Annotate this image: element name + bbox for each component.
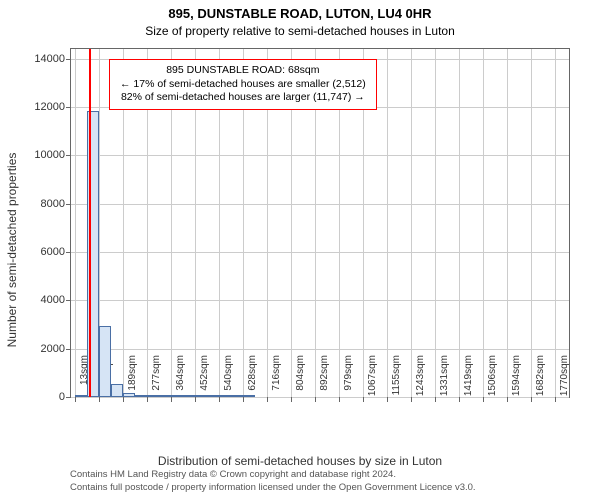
gridline-h [71, 204, 569, 205]
histogram-bar [195, 395, 207, 397]
ytick-mark [66, 107, 71, 108]
xtick-mark [291, 397, 292, 402]
xtick-mark [243, 397, 244, 402]
gridline-h [71, 155, 569, 156]
histogram-bar [123, 393, 135, 397]
ytick-label: 8000 [5, 198, 65, 210]
xtick-mark [507, 397, 508, 402]
gridline-v [387, 49, 388, 397]
histogram-bar [243, 395, 255, 397]
ytick-label: 4000 [5, 294, 65, 306]
histogram-bar [75, 395, 87, 397]
xtick-label: 277sqm [151, 355, 162, 405]
info-line-smaller: ← 17% of semi-detached houses are smalle… [120, 78, 366, 92]
xtick-mark [195, 397, 196, 402]
gridline-v [507, 49, 508, 397]
xtick-label: 1155sqm [391, 355, 402, 405]
histogram-bar [207, 395, 219, 397]
chart-container: 895, DUNSTABLE ROAD, LUTON, LU4 0HR Size… [0, 0, 600, 500]
ytick-label: 10000 [5, 149, 65, 161]
gridline-v [75, 49, 76, 397]
xtick-label: 452sqm [199, 355, 210, 405]
xtick-mark [171, 397, 172, 402]
xtick-label: 364sqm [175, 355, 186, 405]
xtick-mark [219, 397, 220, 402]
xtick-label: 892sqm [319, 355, 330, 405]
xtick-mark [267, 397, 268, 402]
xtick-label: 1506sqm [487, 355, 498, 405]
xtick-label: 1770sqm [559, 355, 570, 405]
xtick-label: 979sqm [343, 355, 354, 405]
xtick-label: 1594sqm [511, 355, 522, 405]
xtick-mark [315, 397, 316, 402]
xtick-mark [435, 397, 436, 402]
xtick-label: 716sqm [271, 355, 282, 405]
gridline-v [531, 49, 532, 397]
ytick-mark [66, 300, 71, 301]
xtick-mark [123, 397, 124, 402]
x-axis-label: Distribution of semi-detached houses by … [0, 454, 600, 468]
ytick-label: 0 [5, 391, 65, 403]
gridline-h [71, 349, 569, 350]
xtick-mark [147, 397, 148, 402]
xtick-mark [411, 397, 412, 402]
xtick-label: 628sqm [247, 355, 258, 405]
gridline-v [483, 49, 484, 397]
xtick-mark [363, 397, 364, 402]
histogram-bar [99, 326, 111, 397]
chart-title: 895, DUNSTABLE ROAD, LUTON, LU4 0HR [0, 0, 600, 22]
xtick-label: 1682sqm [535, 355, 546, 405]
ytick-mark [66, 397, 71, 398]
ytick-mark [66, 252, 71, 253]
info-line-subject: 895 DUNSTABLE ROAD: 68sqm [120, 64, 366, 78]
xtick-label: 1067sqm [367, 355, 378, 405]
xtick-mark [459, 397, 460, 402]
xtick-mark [483, 397, 484, 402]
footer-attribution: Contains HM Land Registry data © Crown c… [70, 469, 476, 494]
ytick-mark [66, 155, 71, 156]
ytick-label: 2000 [5, 343, 65, 355]
xtick-label: 1243sqm [415, 355, 426, 405]
subject-marker-line [89, 49, 91, 397]
gridline-v [411, 49, 412, 397]
ytick-label: 14000 [5, 53, 65, 65]
histogram-bar [159, 395, 171, 397]
info-line-larger: 82% of semi-detached houses are larger (… [120, 91, 366, 105]
histogram-bar [219, 395, 231, 397]
xtick-mark [99, 397, 100, 402]
footer-line2: Contains full postcode / property inform… [70, 482, 476, 494]
info-box: 895 DUNSTABLE ROAD: 68sqm← 17% of semi-d… [109, 59, 377, 110]
histogram-bar [147, 395, 159, 397]
xtick-mark [339, 397, 340, 402]
xtick-label: 1419sqm [463, 355, 474, 405]
xtick-label: 540sqm [223, 355, 234, 405]
xtick-label: 189sqm [127, 355, 138, 405]
xtick-mark [531, 397, 532, 402]
histogram-bar [231, 395, 243, 397]
xtick-mark [555, 397, 556, 402]
xtick-label: 804sqm [295, 355, 306, 405]
plot-area: 0200040006000800010000120001400013sqm101… [70, 48, 570, 398]
histogram-bar [135, 395, 147, 397]
chart-subtitle: Size of property relative to semi-detach… [0, 22, 600, 38]
ytick-mark [66, 59, 71, 60]
histogram-bar [183, 395, 195, 397]
ytick-label: 6000 [5, 246, 65, 258]
gridline-v [555, 49, 556, 397]
ytick-label: 12000 [5, 101, 65, 113]
ytick-mark [66, 204, 71, 205]
gridline-v [435, 49, 436, 397]
histogram-bar [171, 395, 183, 397]
xtick-mark [387, 397, 388, 402]
xtick-mark [75, 397, 76, 402]
footer-line1: Contains HM Land Registry data © Crown c… [70, 469, 476, 481]
gridline-v [459, 49, 460, 397]
ytick-mark [66, 349, 71, 350]
gridline-h [71, 300, 569, 301]
histogram-bar [111, 384, 123, 397]
gridline-h [71, 252, 569, 253]
xtick-label: 1331sqm [439, 355, 450, 405]
